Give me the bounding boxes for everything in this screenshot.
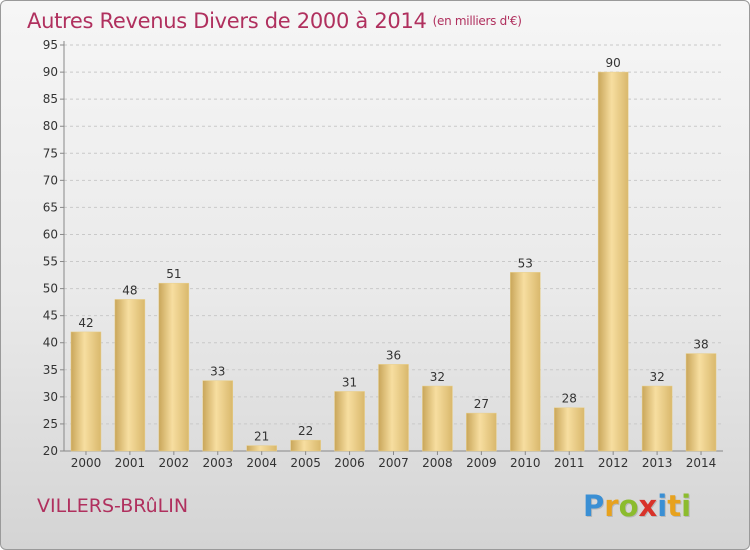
axes: 20 25 30 35 40 45 50 55 60 65 70 75 80 85 90 95 2000 2001… [43,38,723,470]
y-tick-label: 90 [43,65,58,79]
bar [466,412,497,452]
data-label: 42 [78,316,93,330]
y-tick-label: 95 [43,38,58,52]
data-label: 53 [518,256,533,270]
y-tick-label: 50 [43,282,58,296]
x-tick-label: 2011 [554,456,585,470]
bar [553,407,585,452]
y-tick-label: 70 [43,173,58,187]
y-tick-label: 80 [43,119,58,133]
data-label: 38 [693,338,708,352]
y-tick-label: 45 [43,309,58,323]
y-tick-label: 75 [43,146,58,160]
x-tick-label: 2005 [290,456,321,470]
data-label: 32 [430,370,445,384]
bar [70,331,102,452]
data-label: 22 [298,424,313,438]
bar [378,364,409,452]
x-tick-label: 2003 [202,456,233,470]
data-label: 36 [386,348,401,362]
data-label: 27 [474,397,489,411]
logo-letter: i [681,489,692,523]
x-tick-label: 2014 [686,456,717,470]
logo-letter: i [657,489,668,523]
x-tick-label: 2000 [71,456,102,470]
commune-name: VILLERS-BRûLIN [37,495,189,517]
y-tick-label: 35 [43,363,58,377]
bar [334,391,365,452]
bar [422,385,453,452]
bar [158,282,190,452]
bar [685,353,717,452]
bars [70,71,717,452]
y-tick-label: 60 [43,227,58,241]
bar [290,439,321,452]
data-label: 90 [606,56,621,70]
data-label: 21 [254,430,269,444]
proxiti-logo: Proxiti [583,489,691,523]
y-tick-label: 55 [43,255,58,269]
x-tick-label: 2009 [466,456,497,470]
chart-title-main: Autres Revenus Divers de 2000 à 2014 [27,9,427,33]
chart-title-unit: (en milliers d'€) [432,14,522,28]
y-tick-label: 25 [43,417,58,431]
x-tick-label: 2012 [598,456,629,470]
logo-letter: t [667,489,682,523]
y-tick-label: 30 [43,390,58,404]
chart-title: Autres Revenus Divers de 2000 à 2014 (en … [27,9,522,33]
y-tick-label: 40 [43,336,58,350]
bar [246,445,277,452]
data-label: 28 [562,392,577,406]
x-tick-label: 2006 [334,456,365,470]
data-label: 48 [122,283,137,297]
data-label: 33 [210,365,225,379]
x-tick-label: 2008 [422,456,453,470]
x-tick-label: 2004 [246,456,277,470]
data-label: 32 [649,370,664,384]
bar [510,272,541,452]
logo-letter: x [638,489,658,523]
data-label: 31 [342,375,357,389]
x-tick-label: 2007 [378,456,409,470]
x-tick-label: 2001 [115,456,146,470]
bar [114,299,146,452]
bar [597,71,629,452]
y-tick-label: 85 [43,92,58,106]
y-tick-label: 65 [43,200,58,214]
y-tick-label: 20 [43,444,58,458]
x-tick-label: 2010 [510,456,541,470]
logo-letter: r [604,489,619,523]
x-tick-label: 2002 [159,456,190,470]
data-label: 51 [166,267,181,281]
x-tick-label: 2013 [642,456,673,470]
bar [641,385,673,452]
data-labels: 42 48 51 33 21 22 31 36 32 27 53 28 90 32 38 [78,56,708,444]
logo-letter: o [618,489,639,523]
bar [202,380,234,452]
logo-letter: P [583,489,605,523]
